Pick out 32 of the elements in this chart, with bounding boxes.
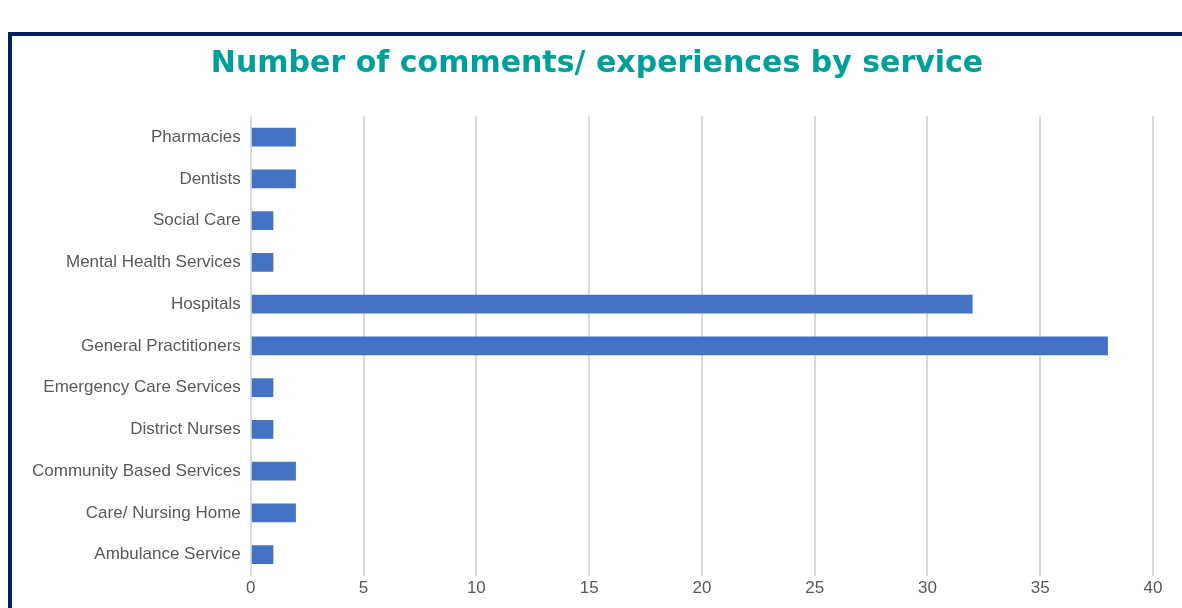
bar: [251, 420, 274, 439]
x-tick-label: 0: [246, 578, 256, 598]
bar: [251, 294, 973, 314]
bar: [251, 169, 296, 189]
y-tick-label: Pharmacies: [151, 126, 241, 146]
x-tick-label: 35: [1030, 578, 1050, 598]
y-tick-label: Emergency Care Services: [43, 377, 241, 397]
chart-title: Number of comments/ experiences by service: [209, 44, 985, 79]
y-tick-label: Care/ Nursing Home: [85, 502, 241, 522]
y-tick-label: Community Based Services: [31, 460, 241, 480]
bar: [251, 127, 296, 147]
bar: [251, 252, 274, 272]
y-tick-label: General Practitioners: [81, 335, 241, 355]
x-tick-label: 5: [358, 578, 369, 598]
y-tick-label: Social Care: [152, 210, 241, 230]
y-tick-label: Ambulance Service: [94, 544, 241, 564]
x-tick-label: 30: [917, 578, 937, 598]
y-tick-label: District Nurses: [130, 419, 241, 439]
x-tick-label: 25: [805, 578, 825, 598]
bar: [251, 211, 274, 231]
bar: [251, 461, 296, 481]
x-tick-label: 20: [692, 578, 712, 598]
y-tick-label: Hospitals: [170, 293, 241, 313]
x-tick-label: 10: [466, 578, 486, 598]
y-tick-label: Mental Health Services: [65, 252, 241, 272]
y-tick-label: Dentists: [179, 168, 241, 188]
bar: [251, 503, 296, 523]
bar: [251, 545, 274, 565]
x-tick-label: 40: [1143, 578, 1163, 598]
bar: [251, 336, 1108, 356]
bar: [251, 378, 274, 398]
x-tick-label: 15: [579, 578, 599, 598]
